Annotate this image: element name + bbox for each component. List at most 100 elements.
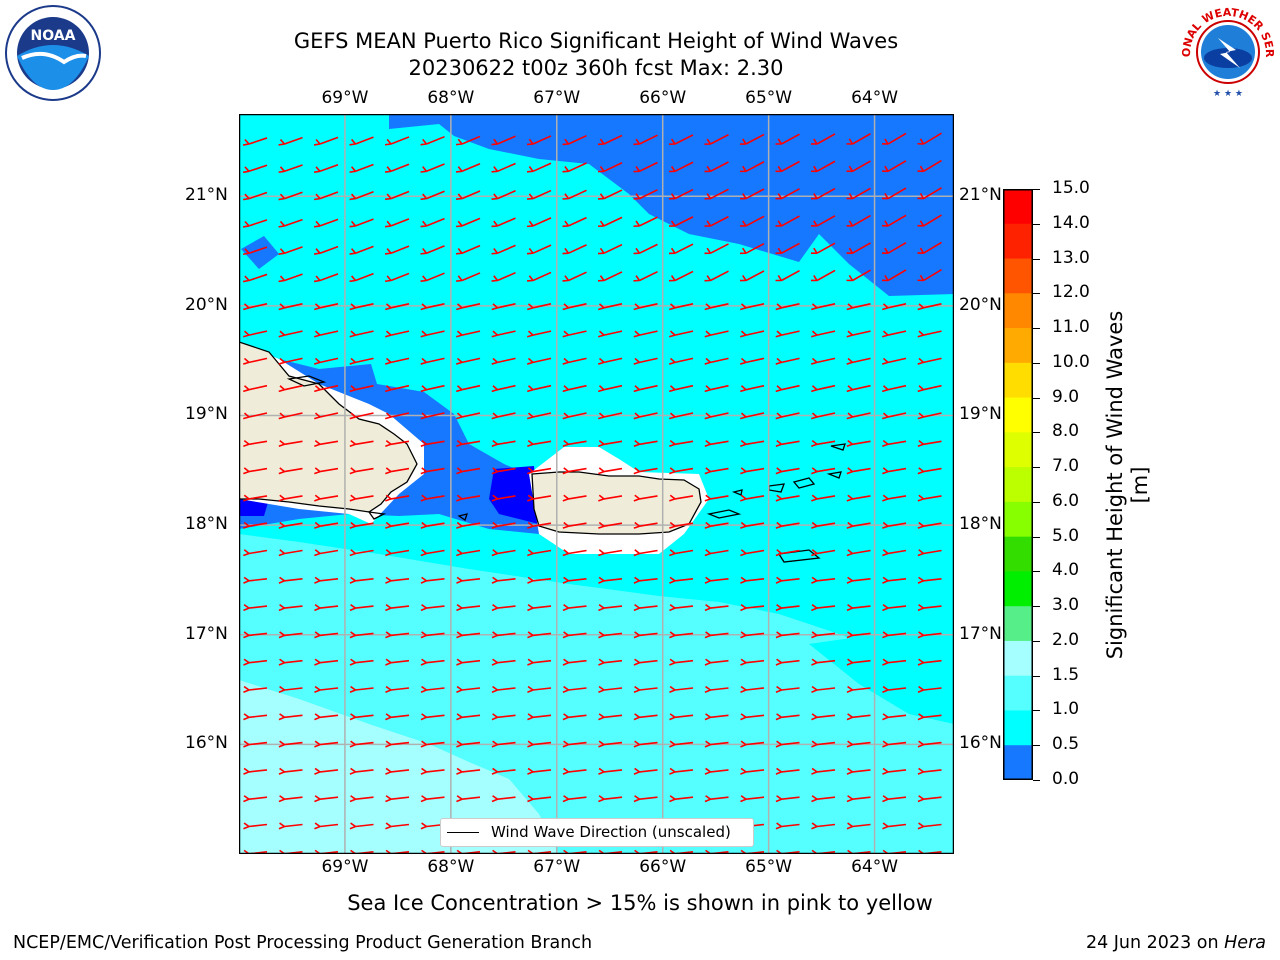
wave-direction-arrow — [384, 190, 410, 201]
wave-direction-arrow — [243, 740, 268, 748]
wave-direction-arrow — [278, 136, 303, 146]
wave-direction-arrow — [420, 467, 445, 475]
wave-direction-arrow — [633, 161, 658, 173]
wave-direction-arrow — [314, 740, 339, 748]
wave-height-map — [238, 113, 955, 857]
wave-direction-arrow — [917, 494, 942, 502]
wave-direction-arrow — [455, 135, 481, 146]
wave-direction-arrow — [456, 713, 481, 721]
wave-direction-arrow — [562, 330, 587, 338]
wave-direction-arrow — [420, 767, 445, 775]
wave-direction-arrow — [527, 467, 552, 475]
wave-direction-arrow — [278, 218, 303, 228]
wave-direction-arrow — [562, 271, 587, 282]
wave-direction-arrow — [562, 604, 587, 612]
wave-direction-arrow — [633, 467, 658, 475]
wave-direction-arrow — [740, 467, 765, 475]
wave-direction-arrow — [243, 439, 268, 448]
wave-direction-arrow — [669, 713, 694, 721]
colorbar-bin — [1003, 258, 1033, 294]
wave-direction-arrow — [917, 303, 942, 311]
wave-direction-arrow — [811, 330, 836, 338]
wave-direction-arrow — [598, 494, 623, 502]
wave-direction-arrow — [669, 604, 694, 612]
wave-direction-arrow — [491, 631, 516, 639]
colorbar-tick-mark — [1033, 432, 1040, 434]
wave-direction-arrow — [242, 273, 268, 283]
wave-direction-arrow — [349, 245, 374, 255]
wave-direction-arrow — [775, 188, 800, 200]
wave-direction-arrow — [633, 494, 658, 502]
wave-direction-arrow — [917, 439, 942, 448]
wave-direction-arrow — [527, 658, 552, 666]
wave-direction-arrow — [243, 303, 268, 311]
wave-direction-arrow — [243, 713, 268, 721]
wave-direction-arrow — [278, 740, 303, 748]
wave-direction-arrow — [669, 576, 694, 584]
wave-direction-arrow — [278, 713, 303, 721]
wave-direction-arrow — [527, 604, 552, 612]
colorbar-tick-mark — [1033, 780, 1040, 781]
wave-direction-arrow — [882, 767, 907, 775]
colorbar-tick-mark — [1033, 675, 1040, 677]
wave-direction-arrow — [810, 269, 836, 282]
wave-direction-arrow — [882, 740, 907, 748]
wave-direction-arrow — [775, 576, 800, 584]
wave-direction-arrow — [491, 135, 516, 146]
wave-direction-arrow — [456, 303, 481, 311]
colorbar-tick-mark — [1033, 501, 1040, 503]
wave-direction-arrow — [385, 412, 410, 420]
wave-direction-arrow — [562, 134, 587, 146]
wave-direction-arrow — [349, 412, 374, 420]
wave-direction-arrow — [243, 795, 268, 803]
wave-direction-arrow — [456, 357, 481, 365]
wave-direction-arrow — [775, 160, 800, 173]
wave-direction-arrow — [314, 303, 339, 311]
lat-label-left: 17°N — [185, 623, 228, 644]
wave-direction-arrow — [349, 191, 374, 201]
wave-direction-arrow — [775, 631, 800, 639]
wave-direction-arrow — [278, 439, 303, 448]
wave-direction-arrow — [562, 767, 587, 775]
wave-direction-arrow — [384, 245, 410, 255]
wave-direction-arrow — [526, 271, 552, 282]
footer-date: 24 Jun 2023 on Hera — [1086, 933, 1266, 953]
wave-direction-arrow — [278, 412, 303, 420]
colorbar-tick-label: 1.0 — [1052, 699, 1080, 720]
wave-direction-arrow — [669, 795, 694, 803]
wave-direction-arrow — [314, 604, 339, 612]
sea-blue-west-patch — [241, 236, 279, 269]
wave-direction-arrow — [527, 439, 552, 448]
wave-direction-arrow — [491, 190, 516, 200]
wave-direction-arrow — [669, 521, 694, 529]
wave-direction-arrow — [633, 330, 658, 338]
colorbar-label: Significant Height of Wind Waves [m] — [1103, 310, 1152, 660]
wave-direction-arrow — [455, 217, 481, 228]
wave-direction-arrow — [810, 215, 836, 227]
legend-label: Wind Wave Direction (unscaled) — [491, 823, 731, 841]
wave-direction-arrow — [633, 713, 658, 721]
wave-direction-arrow — [420, 163, 445, 173]
wave-direction-arrow — [456, 795, 481, 803]
lat-label-left: 16°N — [185, 733, 228, 754]
colorbar-tick-mark — [1033, 189, 1040, 190]
wave-direction-arrow — [598, 767, 623, 775]
wave-direction-arrow — [598, 330, 623, 338]
wave-direction-arrow — [811, 576, 836, 584]
lat-label-right: 20°N — [959, 294, 1002, 315]
wave-direction-arrow — [526, 189, 552, 200]
wave-direction-arrow — [420, 658, 445, 666]
wave-direction-arrow — [385, 439, 410, 448]
map-panel — [238, 113, 955, 857]
colorbar-tick-mark — [1033, 640, 1040, 642]
wave-direction-arrow — [917, 658, 942, 666]
wave-direction-arrow — [740, 330, 765, 338]
wave-direction-arrow — [385, 822, 410, 830]
wave-direction-arrow — [598, 303, 623, 311]
wave-direction-arrow — [385, 467, 410, 475]
colorbar-bin — [1003, 328, 1033, 364]
wave-direction-arrow — [420, 576, 445, 584]
wave-direction-arrow — [349, 163, 374, 173]
wave-direction-arrow — [917, 822, 942, 830]
wave-direction-arrow — [349, 330, 374, 338]
